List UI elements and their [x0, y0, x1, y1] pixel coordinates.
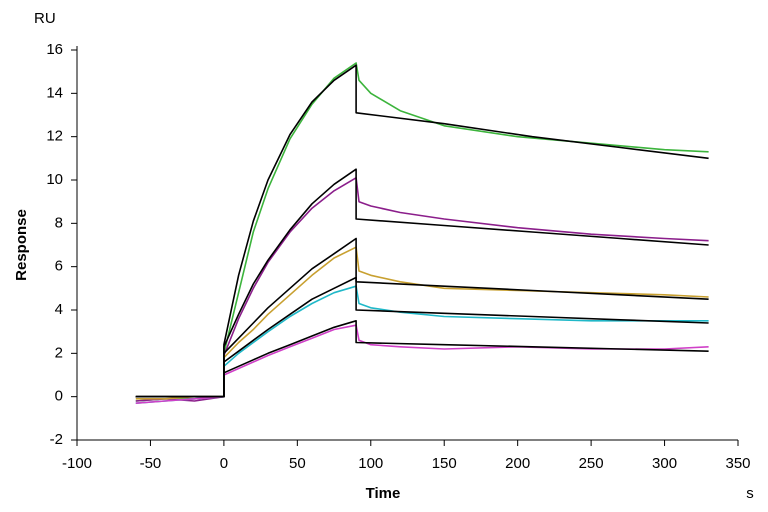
- x-tick-label: -100: [62, 455, 92, 472]
- sensorgram-line: [135, 62, 709, 402]
- y-unit: RU: [34, 10, 56, 27]
- sensorgram-line: [135, 168, 709, 398]
- y-tick-label: 8: [55, 214, 63, 231]
- y-tick-label: 4: [55, 301, 63, 318]
- sensorgram-line: [135, 64, 709, 398]
- y-tick-label: -2: [50, 431, 63, 448]
- sensorgram-line: [135, 276, 709, 398]
- y-tick-label: 10: [46, 171, 63, 188]
- sensorgram-line: [135, 237, 709, 398]
- x-tick-label: 100: [358, 455, 383, 472]
- y-tick-label: 12: [46, 128, 63, 145]
- sensorgram-line: [135, 177, 709, 402]
- x-tick-label: 350: [725, 455, 750, 472]
- x-unit: s: [746, 485, 754, 502]
- x-tick-label: 300: [652, 455, 677, 472]
- sensorgram-line: [135, 246, 709, 400]
- y-tick-label: 6: [55, 258, 63, 275]
- x-tick-label: 250: [579, 455, 604, 472]
- x-tick-label: 150: [432, 455, 457, 472]
- sensorgram-line: [135, 324, 709, 404]
- x-tick-label: 200: [505, 455, 530, 472]
- x-tick-label: -50: [140, 455, 162, 472]
- y-axis-title: Response: [13, 209, 30, 281]
- x-axis-title: Time: [366, 485, 401, 502]
- x-tick-label: 0: [220, 455, 228, 472]
- y-tick-label: 0: [55, 388, 63, 405]
- y-tick-label: 14: [46, 84, 63, 101]
- x-tick-label: 50: [289, 455, 306, 472]
- sensorgram-line: [135, 320, 709, 398]
- y-tick-label: 2: [55, 344, 63, 361]
- y-tick-label: 16: [46, 41, 63, 58]
